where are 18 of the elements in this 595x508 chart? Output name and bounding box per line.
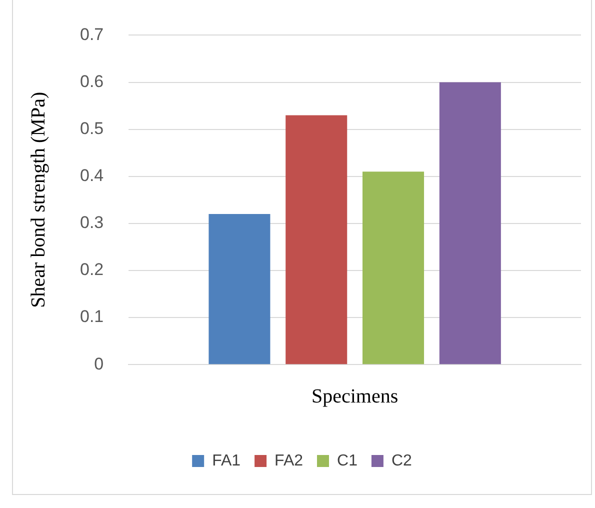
y-tick-label: 0.3 (80, 213, 104, 232)
legend-label: C2 (391, 452, 412, 470)
y-tick-label: 0.6 (80, 72, 104, 91)
y-tick-label: 0.5 (80, 119, 104, 138)
x-axis-title: Specimens (311, 385, 398, 408)
bar (439, 82, 501, 364)
y-tick-label: 0.2 (80, 260, 104, 280)
y-axis-title: Shear bond strength (MPa) (27, 92, 50, 308)
bar (362, 172, 424, 364)
y-tick-label: 0.1 (80, 307, 104, 326)
bar (286, 115, 348, 364)
legend-label: C1 (337, 452, 358, 470)
y-tick-label: 0.4 (80, 166, 104, 186)
y-tick-label: 0.7 (80, 24, 104, 44)
y-tick-label: 0 (94, 354, 104, 374)
bar (208, 214, 270, 364)
legend-label: FA2 (274, 452, 304, 470)
legend-label: FA1 (212, 452, 241, 470)
